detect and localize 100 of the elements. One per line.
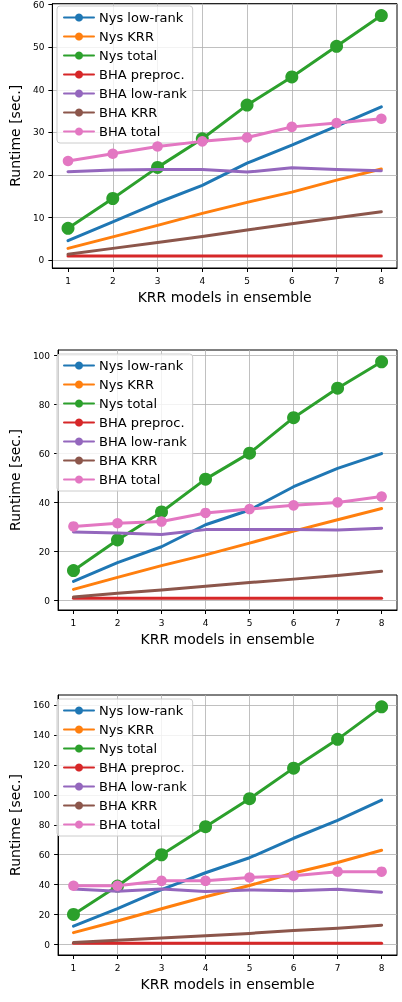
x-tick-label: 1 <box>65 275 71 286</box>
line-series <box>71 848 384 935</box>
point <box>243 446 257 460</box>
y-axis-title: Runtime [sec.] <box>7 774 23 876</box>
point <box>330 39 344 53</box>
point <box>155 505 169 519</box>
point <box>68 880 79 892</box>
x-tick-label: 4 <box>199 275 206 286</box>
line-series <box>66 105 383 243</box>
line-series <box>71 452 384 583</box>
point <box>152 141 163 152</box>
x-tick-label: 7 <box>333 275 340 286</box>
x-tick-label: 3 <box>158 617 165 628</box>
point <box>112 517 123 529</box>
point <box>375 700 389 714</box>
point <box>197 136 208 147</box>
legend-label: Nys total <box>99 396 158 411</box>
y-axis-title: Runtime [sec.] <box>7 84 23 187</box>
point <box>287 761 301 775</box>
x-tick-label: 5 <box>246 962 253 973</box>
legend-label: BHA KRR <box>99 105 158 120</box>
y-tick-label: 40 <box>38 879 51 890</box>
line-series <box>71 569 384 599</box>
x-tick-label: 2 <box>114 962 121 973</box>
point <box>156 516 167 527</box>
y-tick-label: 40 <box>32 84 45 95</box>
point <box>332 866 343 877</box>
x-tick-label: 4 <box>202 962 209 973</box>
point <box>111 533 124 547</box>
x-tick-label: 3 <box>154 275 161 286</box>
point <box>244 503 255 515</box>
x-tick-label: 2 <box>114 617 121 628</box>
y-tick-label: 0 <box>44 939 51 950</box>
point <box>285 70 299 84</box>
point <box>68 521 79 532</box>
line-series <box>71 507 384 591</box>
legend-label: BHA preproc. <box>99 415 185 430</box>
point <box>375 355 389 369</box>
point <box>156 875 167 887</box>
line-series <box>66 167 383 250</box>
point <box>331 732 345 746</box>
y-tick-label: 20 <box>38 546 51 557</box>
y-tick-label: 0 <box>38 255 45 266</box>
legend-label: BHA low-rank <box>99 86 188 101</box>
x-tick-label: 1 <box>70 617 77 628</box>
legend-label: Nys KRR <box>99 722 154 737</box>
y-tick-label: 80 <box>38 399 51 410</box>
y-tick-label: 20 <box>32 170 45 181</box>
legend-label: BHA preproc. <box>99 760 185 775</box>
legend-label: BHA total <box>99 124 161 139</box>
y-tick-label: 30 <box>32 127 45 138</box>
point <box>244 872 255 883</box>
legend-label: BHA low-rank <box>99 434 188 449</box>
legend-label: Nys total <box>99 48 158 63</box>
legend-label: BHA low-rank <box>99 779 188 794</box>
x-tick-label: 7 <box>334 962 341 973</box>
line-series <box>71 798 384 928</box>
legend-label: Nys low-rank <box>99 703 184 718</box>
point <box>376 113 387 125</box>
x-tick-label: 8 <box>378 962 385 973</box>
point <box>200 875 211 887</box>
x-tick-label: 2 <box>109 275 116 286</box>
x-tick-label: 8 <box>378 617 385 628</box>
legend-label: Nys low-rank <box>99 358 184 373</box>
point <box>288 500 299 511</box>
point <box>61 221 75 235</box>
y-tick-label: 50 <box>32 42 45 53</box>
point <box>376 491 387 502</box>
legend-label: BHA total <box>99 817 161 832</box>
y-tick-label: 80 <box>38 819 51 830</box>
point <box>199 472 213 486</box>
point <box>155 848 169 862</box>
point <box>107 148 119 160</box>
point <box>332 497 343 508</box>
point <box>288 870 299 882</box>
legend-label: BHA KRR <box>99 453 158 468</box>
x-tick-label: 5 <box>246 617 253 628</box>
point <box>200 507 211 519</box>
line-series <box>66 210 383 256</box>
point <box>287 411 301 425</box>
point <box>374 9 388 23</box>
x-tick-label: 6 <box>288 275 295 286</box>
point <box>106 192 120 205</box>
y-axis-title: Runtime [sec.] <box>7 429 23 531</box>
point <box>331 381 345 395</box>
y-tick-label: 160 <box>32 699 51 710</box>
legend-label: BHA KRR <box>99 798 158 813</box>
legend-label: Nys total <box>99 741 158 756</box>
x-axis-title: KRR models in ensemble <box>140 631 315 647</box>
line-series <box>71 923 384 944</box>
y-tick-label: 140 <box>32 729 51 740</box>
x-tick-label: 8 <box>378 275 385 286</box>
x-tick-label: 4 <box>202 617 209 628</box>
y-tick-label: 120 <box>32 759 51 770</box>
y-tick-label: 20 <box>38 909 51 920</box>
legend-label: Nys KRR <box>99 377 154 392</box>
x-tick-label: 3 <box>158 962 165 973</box>
point <box>243 792 257 806</box>
legend-label: BHA preproc. <box>99 67 185 82</box>
y-tick-label: 0 <box>44 595 51 606</box>
